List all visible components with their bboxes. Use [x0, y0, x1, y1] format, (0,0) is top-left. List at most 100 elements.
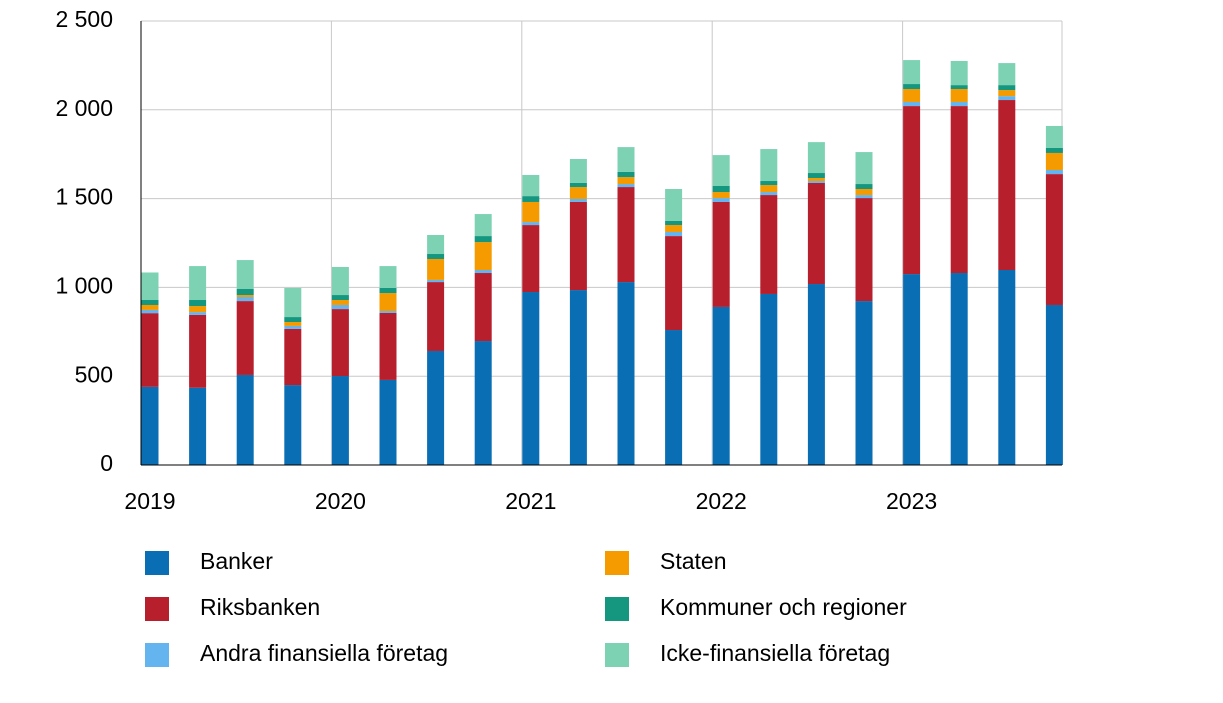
- bar-segment: [712, 192, 730, 199]
- bar-segment: [331, 304, 349, 310]
- bar-segment: [617, 171, 635, 178]
- bar-segment: [950, 106, 968, 274]
- y-tick-label: 1 500: [55, 184, 113, 210]
- bar-segment: [712, 306, 730, 465]
- bar-segment: [665, 220, 683, 226]
- legend-label: Kommuner och regioner: [660, 594, 907, 620]
- legend-label: Banker: [200, 548, 273, 574]
- bar-segment: [855, 189, 873, 196]
- bar-segment: [665, 330, 683, 465]
- bar-segment: [760, 195, 778, 294]
- bar-segment: [569, 198, 587, 202]
- bar-segment: [331, 309, 349, 377]
- legend-swatch: [145, 643, 169, 667]
- bar-segment: [760, 185, 778, 193]
- bar-segment: [760, 293, 778, 465]
- bar-segment: [807, 181, 825, 183]
- bar-segment: [855, 198, 873, 302]
- bar-segment: [331, 266, 349, 296]
- bar-segment: [379, 311, 397, 313]
- bar-segment: [474, 269, 492, 274]
- bar-segment: [998, 96, 1016, 101]
- bar-segment: [617, 187, 635, 283]
- bar-segment: [712, 201, 730, 307]
- bar-segment: [569, 201, 587, 291]
- legend-label: Riksbanken: [200, 594, 320, 620]
- bar-segment: [284, 322, 302, 326]
- bar-segment: [950, 85, 968, 90]
- bar-segment: [665, 236, 683, 331]
- bar-segment: [950, 273, 968, 465]
- bar-segment: [1045, 152, 1063, 171]
- legend-swatch: [605, 643, 629, 667]
- bar-segment: [522, 225, 540, 293]
- legend-swatch: [145, 551, 169, 575]
- bar-segment: [998, 85, 1016, 91]
- x-tick-label: 2019: [124, 488, 175, 514]
- bar-segment: [617, 184, 635, 188]
- bar-segment: [1045, 147, 1063, 153]
- bar-segment: [903, 89, 921, 102]
- legend-swatch: [605, 551, 629, 575]
- bar-segment: [807, 142, 825, 174]
- bar-segment: [141, 309, 159, 314]
- bar-segment: [141, 272, 159, 301]
- bar-segment: [998, 63, 1016, 86]
- x-tick-label: 2022: [696, 488, 747, 514]
- bar-segment: [427, 279, 445, 283]
- y-tick-label: 2 500: [55, 6, 113, 32]
- bar-segment: [665, 225, 683, 232]
- bar-segment: [522, 201, 540, 223]
- bar-segment: [903, 106, 921, 275]
- bar-segment: [760, 181, 778, 186]
- bar-segment: [379, 287, 397, 294]
- x-tick-label: 2020: [315, 488, 366, 514]
- legend-label: Icke-finansiella företag: [660, 640, 890, 666]
- bar-segment: [331, 300, 349, 305]
- bar-segment: [665, 231, 683, 237]
- bar-segment: [189, 312, 207, 315]
- bar-segment: [236, 288, 254, 296]
- bar-segment: [950, 60, 968, 86]
- bar-segment: [522, 174, 540, 197]
- bar-segment: [189, 387, 207, 465]
- bar-segment: [807, 173, 825, 178]
- x-tick-label: 2021: [505, 488, 556, 514]
- y-tick-label: 1 000: [55, 272, 113, 298]
- bar-segment: [379, 312, 397, 380]
- bar-segment: [331, 376, 349, 465]
- bar-segment: [522, 292, 540, 465]
- bar-segment: [855, 195, 873, 199]
- bar-segment: [522, 222, 540, 226]
- x-tick-label: 2023: [886, 488, 937, 514]
- bar-segment: [474, 236, 492, 243]
- legend-label: Staten: [660, 548, 727, 574]
- bar-segment: [569, 290, 587, 465]
- bar-segment: [760, 149, 778, 182]
- bar-segment: [236, 301, 254, 375]
- bar-segment: [617, 282, 635, 465]
- bar-segment: [189, 306, 207, 313]
- bar-segment: [1045, 125, 1063, 148]
- bar-segment: [427, 350, 445, 465]
- bar-segment: [141, 300, 159, 305]
- bar-segment: [427, 282, 445, 351]
- bar-segment: [474, 242, 492, 270]
- bar-segment: [284, 325, 302, 329]
- legend-swatch: [145, 597, 169, 621]
- y-tick-label: 500: [75, 361, 113, 387]
- bar-segment: [569, 187, 587, 199]
- bar-segment: [474, 214, 492, 237]
- bar-segment: [236, 374, 254, 465]
- bar-segment: [189, 300, 207, 307]
- bar-segment: [855, 301, 873, 465]
- bar-segment: [569, 182, 587, 188]
- bar-segment: [617, 147, 635, 172]
- bar-segment: [712, 198, 730, 202]
- y-tick-label: 0: [100, 450, 113, 476]
- bar-segment: [141, 304, 159, 310]
- bar-segment: [189, 266, 207, 301]
- bar-segment: [379, 266, 397, 288]
- bar-segment: [903, 101, 921, 107]
- bar-segment: [141, 313, 159, 387]
